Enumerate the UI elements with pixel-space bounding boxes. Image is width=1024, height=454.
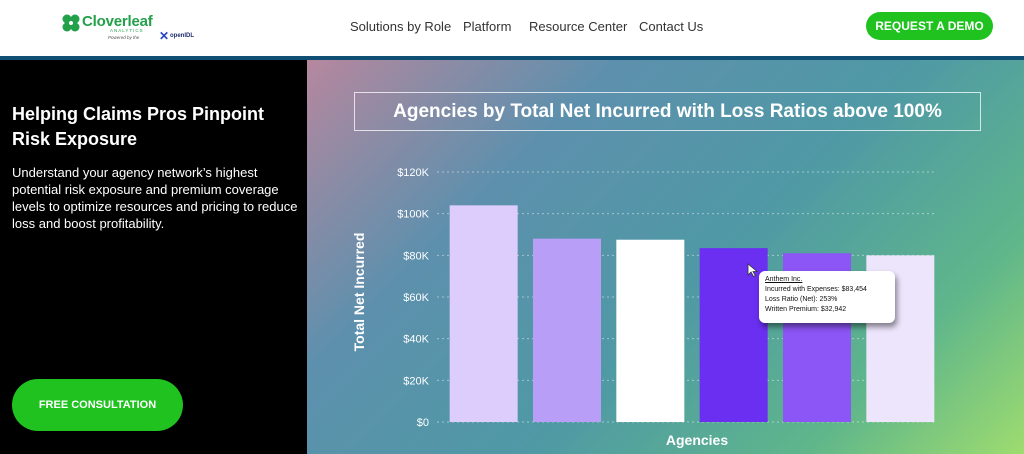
- logo-name: Cloverleaf: [82, 13, 153, 30]
- y-tick-label: $60K: [403, 292, 429, 304]
- logo-subtitle: ANALYTICS: [110, 28, 144, 33]
- tooltip-written-premium: Written Premium: $32,942: [765, 306, 847, 313]
- nav-contact-us[interactable]: Contact Us: [639, 19, 704, 34]
- y-tick-label: $0: [417, 417, 429, 429]
- tooltip-loss-ratio: Loss Ratio (Net): 253%: [765, 296, 838, 303]
- y-axis-label: Total Net Incurred: [351, 233, 367, 352]
- y-tick-label: $80K: [403, 250, 429, 262]
- cloverleaf-logo[interactable]: Cloverleaf ANALYTICS Powered by the ✕ op…: [60, 12, 210, 44]
- hero-panel: Helping Claims Pros Pinpoint Risk Exposu…: [0, 60, 307, 454]
- openidl-x-icon: ✕: [159, 29, 170, 43]
- y-tick-label: $100K: [397, 209, 429, 221]
- y-tick-label: $120K: [397, 167, 429, 179]
- chart-bar: [616, 239, 685, 422]
- chart-bar: [533, 238, 601, 422]
- chart-bar: [449, 205, 518, 422]
- free-consultation-button[interactable]: FREE CONSULTATION: [12, 379, 183, 431]
- request-demo-button[interactable]: REQUEST A DEMO: [866, 12, 993, 40]
- y-tick-label: $20K: [403, 375, 429, 387]
- header-divider: [0, 56, 1024, 60]
- chart-title-box: Agencies by Total Net Incurred with Loss…: [354, 92, 981, 131]
- chart-tooltip: Anthem Inc. Incurred with Expenses: $83,…: [759, 271, 895, 323]
- hero-title: Helping Claims Pros Pinpoint Risk Exposu…: [12, 104, 265, 149]
- tooltip-incurred: Incurred with Expenses: $83,454: [765, 286, 867, 293]
- hero-description: Understand your agency network’s highest…: [12, 165, 298, 231]
- clover-icon: [62, 14, 80, 32]
- tooltip-agency-name: Anthem Inc.: [765, 276, 803, 283]
- nav-platform[interactable]: Platform: [463, 19, 512, 34]
- nav-solutions-by-role[interactable]: Solutions by Role: [350, 19, 452, 34]
- logo-powered-by: Powered by the: [108, 35, 140, 40]
- chart-bar: [699, 248, 768, 422]
- mouse-cursor-icon: [747, 263, 759, 277]
- x-axis-label: Agencies: [666, 432, 728, 448]
- logo-partner: openIDL: [170, 33, 194, 39]
- bar-chart: $0 $20K $40K $60K $80K $100K $120K Agencies Tota…: [351, 167, 937, 448]
- site-header: Cloverleaf ANALYTICS Powered by the ✕ op…: [0, 0, 1024, 56]
- chart-panel: Agencies by Total Net Incurred with Loss…: [307, 60, 1024, 454]
- nav-resource-center[interactable]: Resource Center: [529, 19, 628, 34]
- y-tick-label: $40K: [403, 334, 429, 346]
- chart-title: Agencies by Total Net Incurred with Loss…: [393, 101, 942, 122]
